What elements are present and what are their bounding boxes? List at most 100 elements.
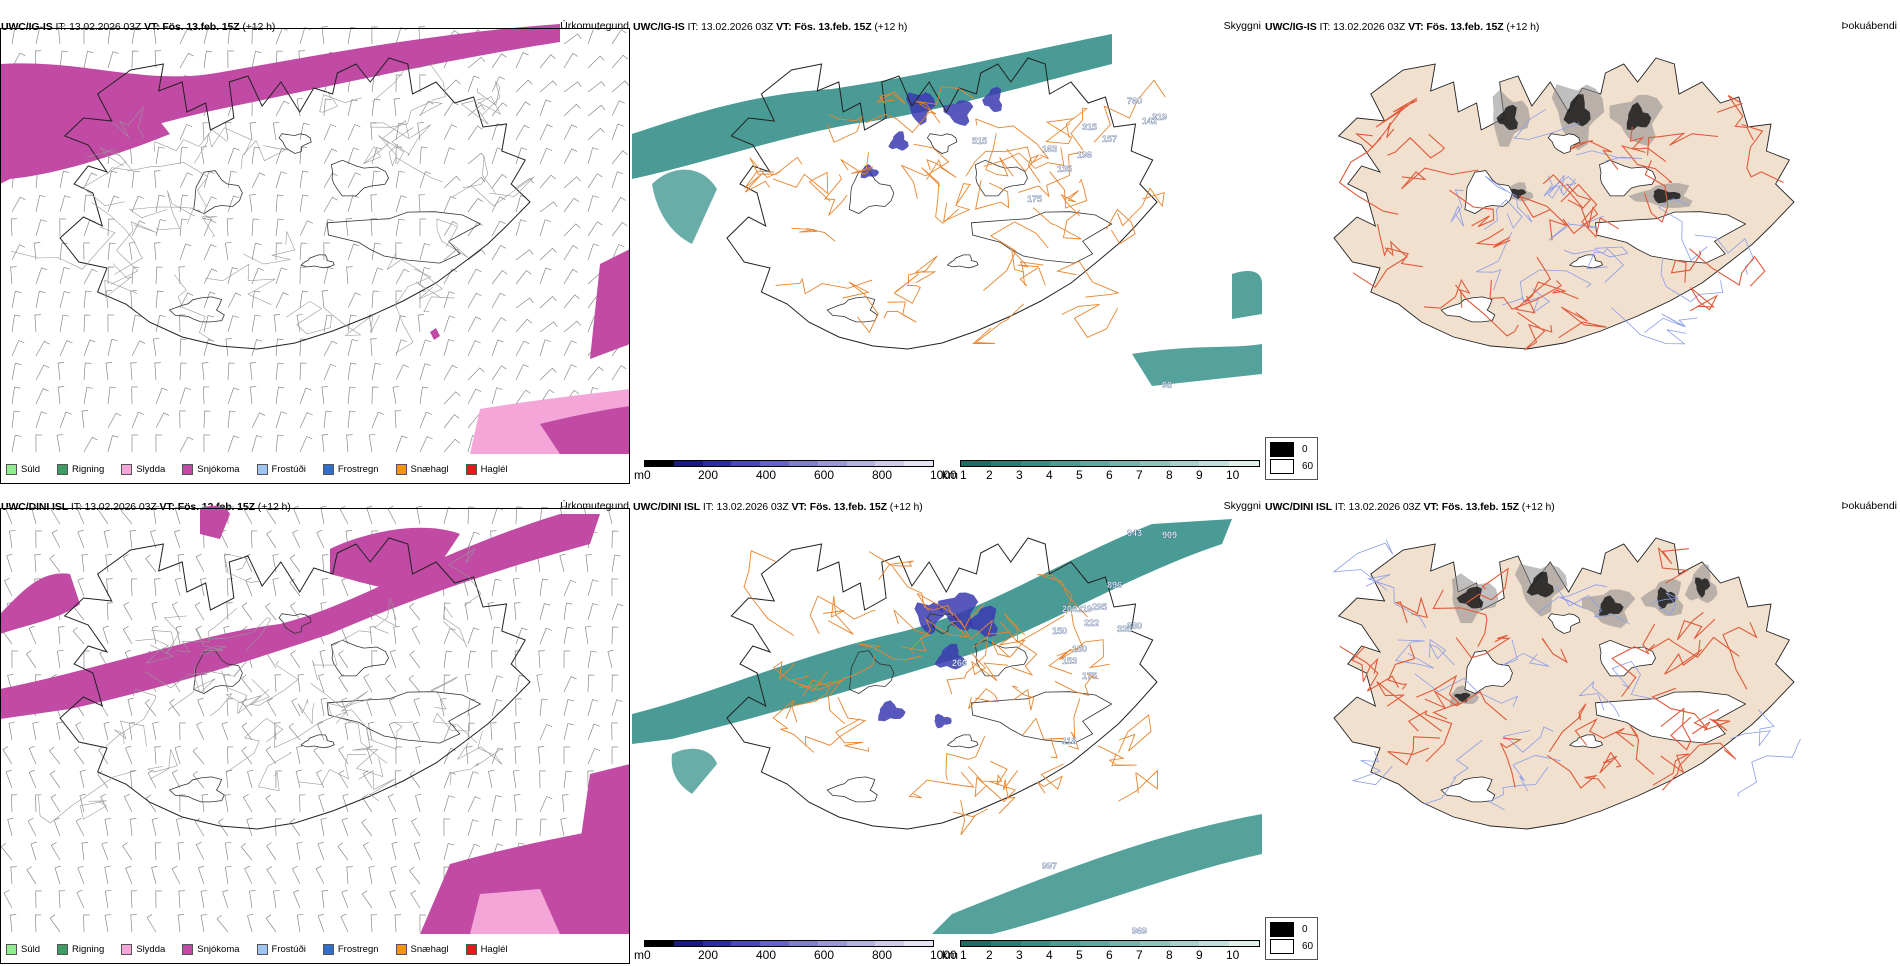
ceiling-value-label: 330 xyxy=(1127,621,1142,631)
fog-legend-label: 60 xyxy=(1302,461,1314,472)
legend-label: Slydda xyxy=(136,463,166,475)
legend-label: Slydda xyxy=(136,943,166,955)
colorbar-segment xyxy=(760,941,789,946)
colorbar-unit: m xyxy=(634,468,644,482)
ceiling-value-label: 515 xyxy=(972,136,987,146)
fog-legend-swatch xyxy=(1270,939,1294,954)
ceiling-value-label: 909 xyxy=(1162,530,1177,540)
panel-title: Úrkomutegund xyxy=(560,20,629,32)
legend-label: Snjókoma xyxy=(197,943,240,955)
colorbar-strip xyxy=(644,460,934,467)
legend-swatch xyxy=(6,463,17,475)
panel-title: Þokuábendi xyxy=(1841,500,1897,512)
colorbar-tick: 1000 xyxy=(930,468,957,482)
colorbar-tick: 10 xyxy=(1226,468,1240,482)
colorbar-tick: 800 xyxy=(872,468,893,482)
ceiling-value-label: 150 xyxy=(1052,626,1067,636)
colorbar-segment xyxy=(1109,941,1140,946)
legend-label: Súld xyxy=(21,463,41,475)
colorbar-segment xyxy=(1169,461,1200,466)
colorbar-tick: 5 xyxy=(1076,948,1083,962)
panel-header: UWC/IG-IS IT: 13.02.2026 03Z VT: Fös. 13… xyxy=(1,21,276,33)
legend-swatch xyxy=(121,943,133,955)
colorbar-segment xyxy=(1080,941,1110,946)
legend-swatch xyxy=(57,943,69,955)
legend-item: Frostregn xyxy=(319,463,379,475)
precip-type-map xyxy=(0,505,630,934)
panel-ig-fog: UWC/IG-IS IT: 13.02.2026 03Z VT: Fös. 13… xyxy=(1264,14,1900,486)
legend-label: Rigning xyxy=(72,943,105,955)
colorbar-segment xyxy=(645,461,674,466)
legend-swatch xyxy=(121,463,133,475)
colorbar-tick: 7 xyxy=(1136,948,1143,962)
colorbar-tick: 600 xyxy=(814,468,835,482)
colorbar-segment xyxy=(788,941,818,946)
ceiling-value-label: 760 xyxy=(1127,96,1142,106)
colorbar-tick: 400 xyxy=(756,468,777,482)
colorbar-tick: 3 xyxy=(1016,948,1023,962)
legend-item: Snjókoma xyxy=(178,463,240,475)
legend-swatch xyxy=(182,943,194,955)
ceiling-value-label: 335 xyxy=(1117,624,1132,634)
legend-label: Snjókoma xyxy=(197,463,240,475)
fog-legend-label: 0 xyxy=(1302,924,1308,935)
fog-legend-label: 60 xyxy=(1302,941,1314,952)
colorbar-tick: 6 xyxy=(1106,948,1113,962)
fog-legend-label: 0 xyxy=(1302,444,1308,455)
legend-item: Slydda xyxy=(117,943,166,955)
legend-swatch xyxy=(57,463,69,475)
precip-type-legend: Súld Rigning Slydda Snjókoma Frostúði Frostre… xyxy=(2,458,521,480)
colorbar-segment xyxy=(1139,461,1170,466)
colorbar-segment xyxy=(1139,941,1170,946)
panel-title: Úrkomutegund xyxy=(560,500,629,512)
panel-dini-precip: UWC/DINI ISL IT: 13.02.2026 03Z VT: Fös.… xyxy=(0,494,632,966)
legend-item: Haglél xyxy=(462,943,508,955)
fog-legend-swatch xyxy=(1270,459,1294,474)
fog-index-map xyxy=(1333,57,1795,351)
legend-item: Súld xyxy=(2,463,41,475)
legend-item: Frostregn xyxy=(319,943,379,955)
precip-layers xyxy=(0,505,630,934)
ceiling-value-label: 896 xyxy=(1107,580,1122,590)
ceiling-value-label: 295 xyxy=(1092,602,1107,612)
legend-item: Snæhagl xyxy=(392,463,449,475)
ceiling-layers xyxy=(632,34,1262,386)
ceiling-layers xyxy=(632,519,1262,934)
colorbar-segment xyxy=(1050,461,1081,466)
colorbar-unit: km xyxy=(942,468,958,482)
legend-swatch xyxy=(395,463,407,475)
colorbar-segment xyxy=(1020,461,1051,466)
colorbar-tick: 4 xyxy=(1046,948,1053,962)
colorbar-segment xyxy=(702,941,732,946)
ceiling-value-label: 943 xyxy=(1127,528,1142,538)
legend-item: Frostúði xyxy=(253,463,306,475)
ceiling-value-label: 153 xyxy=(1062,656,1077,666)
panel-dini-fog: UWC/DINI ISL IT: 13.02.2026 03Z VT: Fös.… xyxy=(1264,494,1900,966)
fog-legend-row: 60 xyxy=(1270,459,1313,474)
legend-swatch xyxy=(182,463,194,475)
colorbar-segment xyxy=(788,461,818,466)
colorbar-segment xyxy=(702,461,732,466)
colorbar-segment xyxy=(990,461,1021,466)
precip-type-legend: Súld Rigning Slydda Snjókoma Frostúði Frostre… xyxy=(2,938,521,960)
colorbar-segment xyxy=(1020,941,1051,946)
ceiling-value-label: 219 xyxy=(1077,604,1092,614)
colorbar-tick: 9 xyxy=(1196,468,1203,482)
ceiling-value-label: 969 xyxy=(1132,926,1147,936)
legend-swatch xyxy=(322,463,334,475)
panel-header: UWC/IG-IS IT: 13.02.2026 03Z VT: Fös. 13… xyxy=(633,21,908,33)
legend-item: Snæhagl xyxy=(392,943,449,955)
colorbar-tick: 10 xyxy=(1226,948,1240,962)
colorbar-segment xyxy=(1080,461,1110,466)
legend-label: Súld xyxy=(21,943,41,955)
panel-header: UWC/DINI ISL IT: 13.02.2026 03Z VT: Fös.… xyxy=(633,501,923,513)
colorbar-segment xyxy=(1050,941,1081,946)
legend-item: Rigning xyxy=(53,463,104,475)
colorbar-tick: 200 xyxy=(698,948,719,962)
colorbar-tick: 3 xyxy=(1016,468,1023,482)
colorbar-tick: 400 xyxy=(756,948,777,962)
colorbar-segment xyxy=(904,941,933,946)
colorbar-tick: 200 xyxy=(698,468,719,482)
colorbar-segment xyxy=(817,941,847,946)
